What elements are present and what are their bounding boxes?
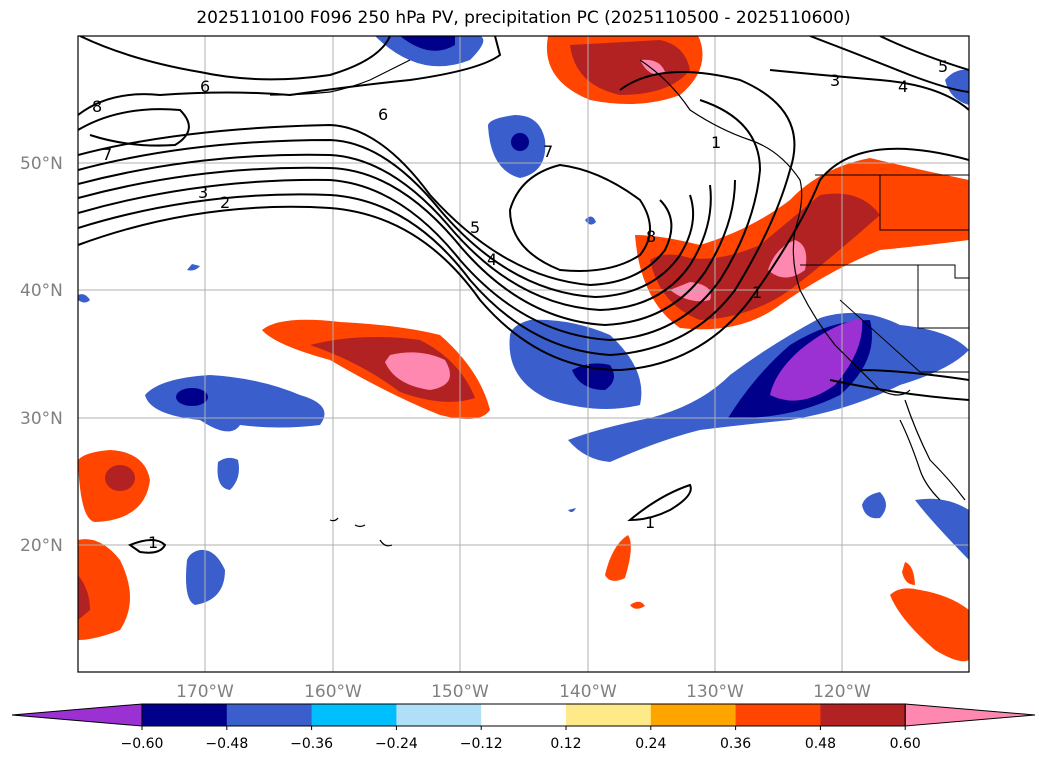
positive-anomaly-blob <box>630 601 645 609</box>
colorbar-segment <box>735 704 821 726</box>
map-border <box>77 35 970 673</box>
colorbar-tick-label: −0.24 <box>375 736 418 752</box>
lon-label: 120°W <box>813 682 871 702</box>
colorbar-tick-label: 0.36 <box>720 736 751 752</box>
colorbar-segment <box>481 704 567 726</box>
positive-anomaly-blob <box>78 539 130 640</box>
colorbar-segment <box>142 704 228 726</box>
contour-label: 5 <box>470 218 480 237</box>
colorbar-segment <box>396 704 482 726</box>
positive-anomaly-core <box>78 575 90 620</box>
contour-label: 8 <box>646 227 656 246</box>
negative-anomaly-core <box>511 133 529 151</box>
positive-anomaly-peak <box>385 352 450 390</box>
colorbar-tick-label: −0.36 <box>290 736 333 752</box>
colorbar-segment <box>226 704 313 726</box>
contour-label: 1 <box>711 133 721 152</box>
pv-contours <box>78 36 969 554</box>
colorbar-tick-label: −0.48 <box>205 736 248 752</box>
contour-label: 1 <box>645 513 655 532</box>
colorbar-segment <box>566 704 652 726</box>
contour-label: 3 <box>830 71 840 90</box>
colorbar-extend-low <box>11 703 143 727</box>
contour-label: 6 <box>200 77 210 96</box>
positive-anomaly-core <box>105 465 135 491</box>
contour-label: 4 <box>487 250 497 269</box>
colorbar-segment <box>820 704 906 726</box>
negative-anomaly-blob <box>945 69 969 105</box>
negative-anomaly-core <box>400 36 455 51</box>
strong-negative-anomaly <box>770 318 863 401</box>
colorbar-tick-label: 0.24 <box>635 736 666 752</box>
contour-label: 2 <box>220 193 230 212</box>
contour-label: 4 <box>898 77 908 96</box>
positive-anomaly-peak <box>670 282 711 302</box>
colorbar-segment <box>311 704 397 726</box>
negative-anomaly-blob <box>862 492 886 519</box>
contour-label: 7 <box>102 145 112 164</box>
negative-anomaly-blob <box>78 294 90 303</box>
contour-label: 7 <box>543 142 553 161</box>
precip-shading <box>78 36 969 662</box>
colorbar-extend-high <box>904 703 1036 727</box>
negative-anomaly-blob <box>187 264 200 271</box>
contour-label: 8 <box>92 97 102 116</box>
lon-label: 170°W <box>176 682 234 702</box>
lat-label: 30°N <box>20 409 63 429</box>
positive-anomaly-blob <box>902 562 915 585</box>
positive-anomaly-core <box>570 40 690 95</box>
contour-labels: 8 6 7 3 2 6 7 5 4 8 1 1 3 4 5 1 1 <box>92 57 948 552</box>
longitude-labels: 170°W 160°W 150°W 140°W 130°W 120°W <box>176 682 871 702</box>
lon-label: 160°W <box>304 682 362 702</box>
positive-anomaly-peak <box>640 59 665 75</box>
coastlines <box>269 59 966 547</box>
lat-label: 20°N <box>20 536 63 556</box>
colorbar-tick-label: 0.48 <box>805 736 836 752</box>
latitude-labels: 50°N 40°N 30°N 20°N <box>20 154 63 556</box>
negative-anomaly-core <box>176 388 208 406</box>
colorbar-tick-label: −0.12 <box>460 736 503 752</box>
contour-label: 1 <box>148 533 158 552</box>
negative-anomaly-blob <box>217 457 239 490</box>
lon-label: 130°W <box>686 682 744 702</box>
gridlines <box>78 36 969 672</box>
contour-label: 1 <box>752 283 762 302</box>
colorbar-segment <box>650 704 737 726</box>
contour-label: 6 <box>378 105 388 124</box>
colorbar-tick-label: 0.12 <box>550 736 581 752</box>
colorbar-frame <box>141 703 906 727</box>
colorbar-tick-label: −0.60 <box>121 736 164 752</box>
positive-anomaly-blob <box>890 588 969 662</box>
colorbar-tick-label: 0.60 <box>890 736 921 752</box>
lat-label: 40°N <box>20 281 63 301</box>
positive-anomaly-peak <box>768 240 807 278</box>
negative-anomaly-blob <box>568 508 576 513</box>
colorbar: −0.60 −0.48 −0.36 −0.24 −0.12 0.12 0.24 0.36 0.4… <box>11 703 1036 752</box>
political-borders <box>800 174 969 373</box>
contour-label: 3 <box>198 183 208 202</box>
lon-label: 140°W <box>559 682 617 702</box>
negative-anomaly-blob <box>375 36 484 67</box>
map-title: 2025110100 F096 250 hPa PV, precipitatio… <box>196 8 851 28</box>
contour-label: 5 <box>938 57 948 76</box>
positive-anomaly-blob <box>605 535 631 581</box>
lon-label: 150°W <box>431 682 489 702</box>
lat-label: 50°N <box>20 154 63 174</box>
